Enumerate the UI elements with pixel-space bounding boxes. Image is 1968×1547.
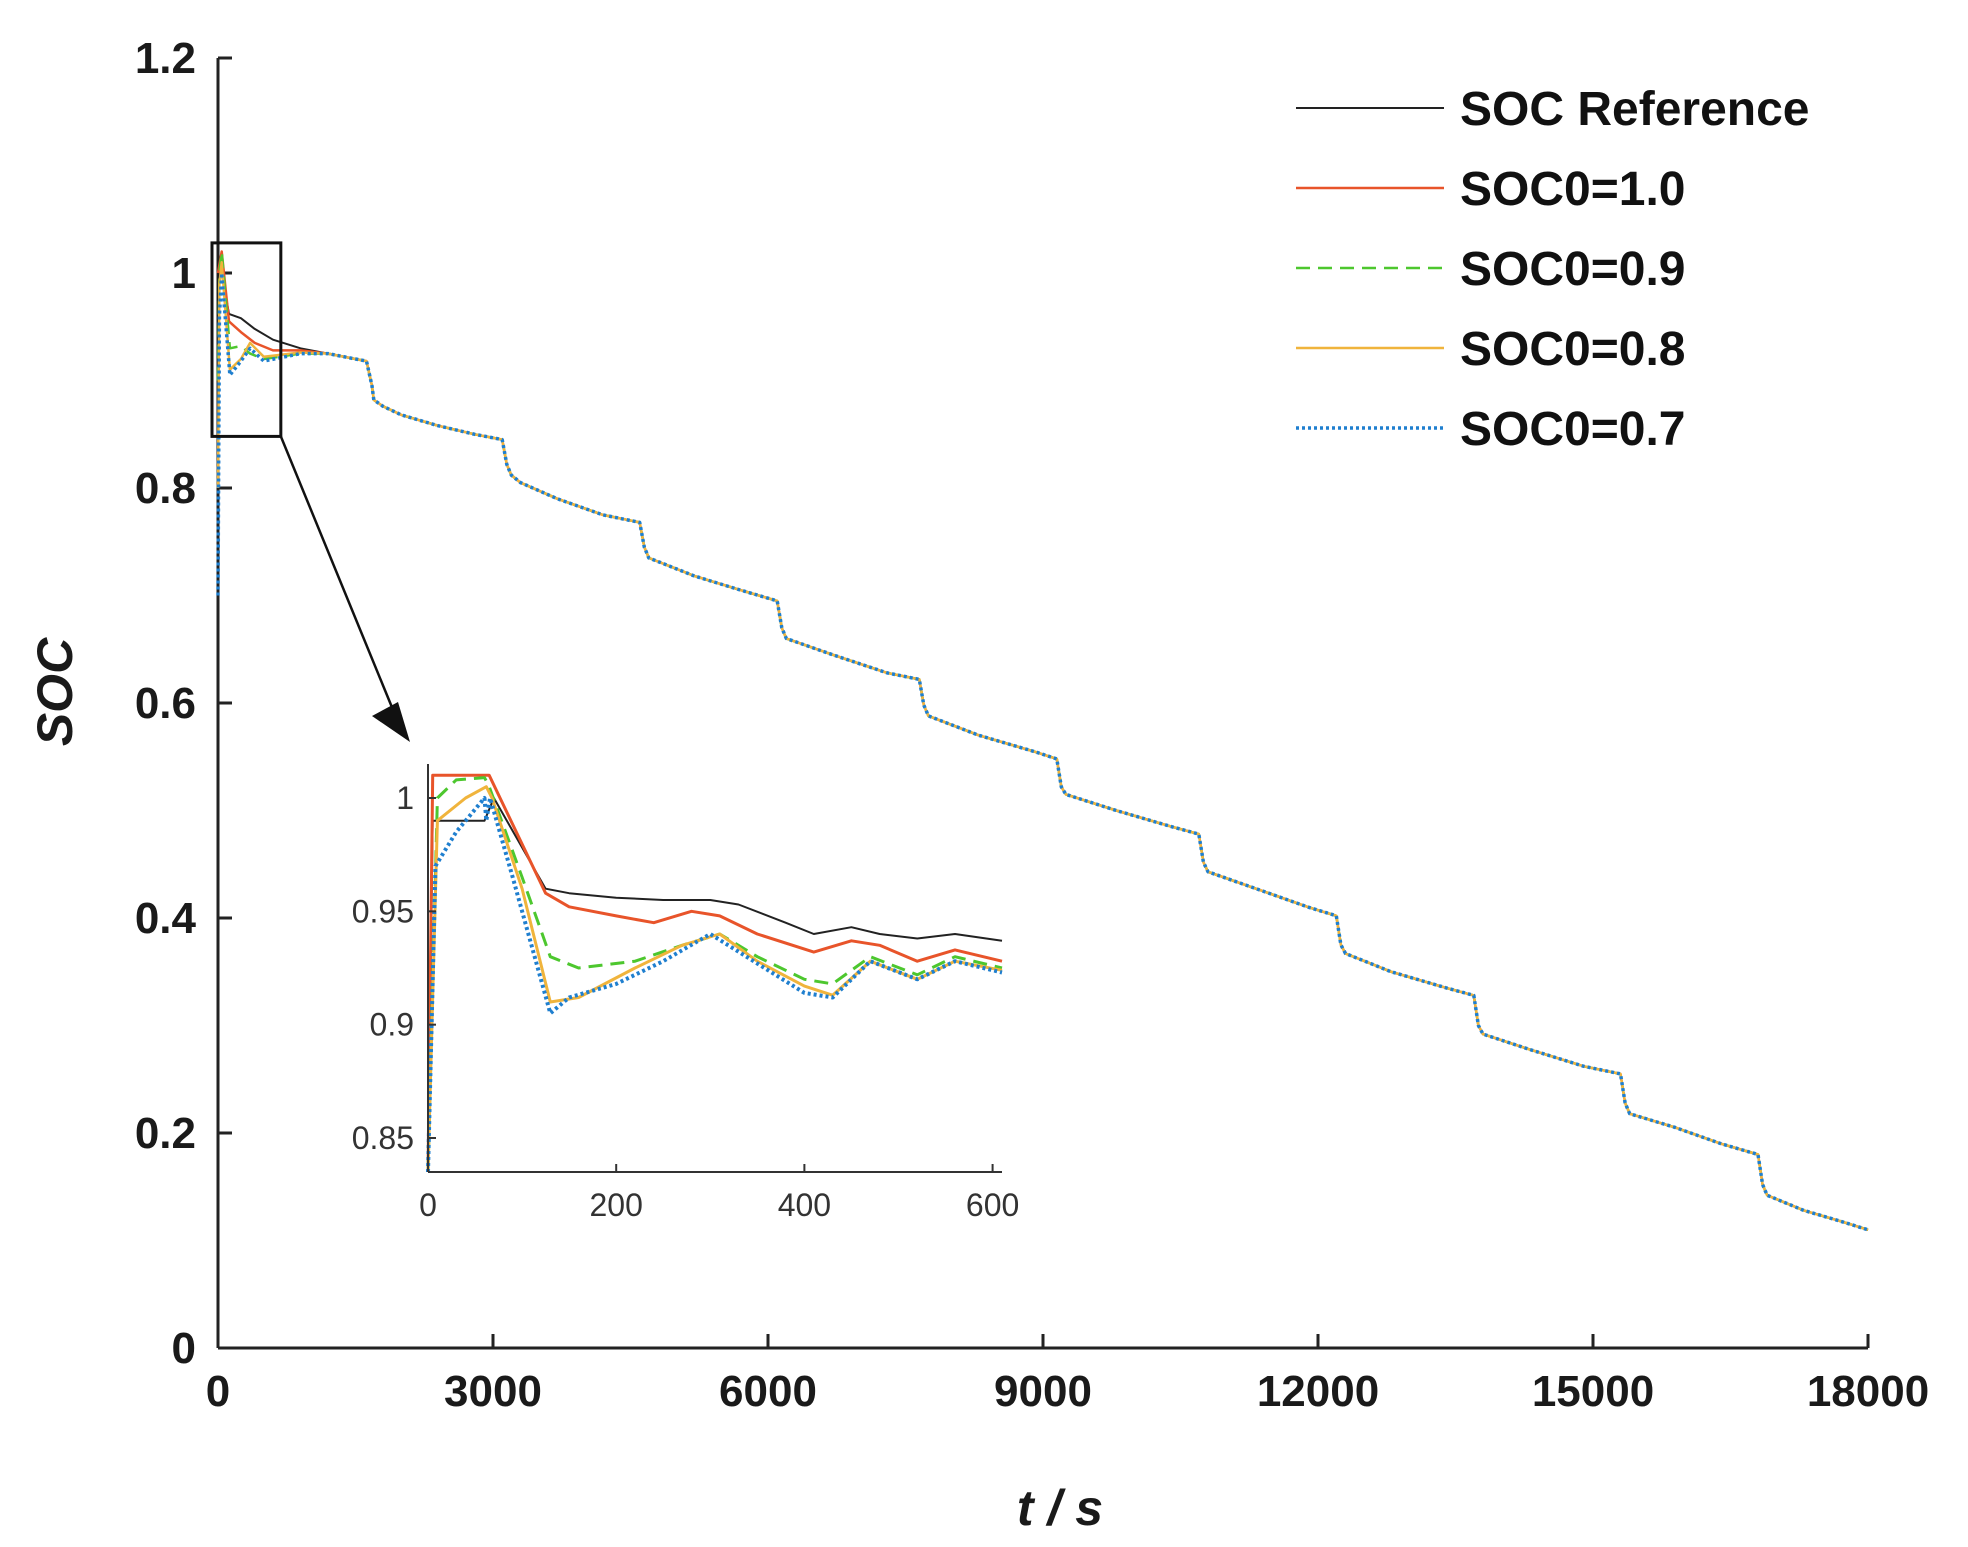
y-axis-title: SOC: [27, 637, 83, 746]
main-axes: 0 3000 6000 9000 12000 15000 1800000.20.40.60.…: [135, 34, 1929, 1416]
legend-label-s08: SOC0=0.8: [1460, 323, 1685, 376]
inset-y-tick-label: 1: [396, 780, 414, 816]
inset-x-tick-label: 600: [966, 1187, 1019, 1223]
inset-chart: 0 200 400 600 0.85 0.9 0.95 1: [352, 764, 1019, 1223]
series-line-s07: [216, 271, 1869, 1232]
y-tick-label: 0.2: [135, 1109, 196, 1158]
x-tick-label: 12000: [1257, 1367, 1379, 1416]
legend-label-s09: SOC0=0.9: [1460, 243, 1685, 296]
x-tick-label: 9000: [994, 1367, 1092, 1416]
inset-series-line-s07: [426, 796, 1003, 1173]
inset-series-line-s09: [426, 776, 1003, 1173]
inset-series: [426, 773, 1003, 1173]
inset-series-line-s10: [426, 773, 1003, 1173]
legend-label-s07: SOC0=0.7: [1460, 403, 1685, 456]
inset-y-tick-label: 0.95: [352, 893, 414, 929]
inset-axes: 0 200 400 600 0.85 0.9 0.95 1: [352, 764, 1019, 1223]
inset-x-tick-label: 200: [590, 1187, 643, 1223]
inset-x-tick-label: 0: [419, 1187, 437, 1223]
x-tick-label: 0: [206, 1367, 230, 1416]
x-axis-title: t / s: [1017, 1480, 1103, 1536]
x-tick-label: 15000: [1532, 1367, 1654, 1416]
x-tick-label: 18000: [1807, 1367, 1929, 1416]
y-tick-label: 0: [172, 1324, 196, 1373]
zoom-arrow: [279, 435, 400, 723]
x-tick-label: 6000: [719, 1367, 817, 1416]
inset-y-tick-label: 0.85: [352, 1120, 414, 1156]
y-tick-label: 0.6: [135, 679, 196, 728]
y-tick-label: 1.2: [135, 34, 196, 83]
y-tick-label: 0.4: [135, 894, 197, 943]
inset-background: [428, 764, 1002, 1172]
x-tick-label: 3000: [444, 1367, 542, 1416]
legend-label-ref: SOC Reference: [1460, 83, 1809, 136]
legend-label-s10: SOC0=1.0: [1460, 163, 1685, 216]
inset-x-tick-label: 400: [778, 1187, 831, 1223]
y-tick-label: 0.8: [135, 464, 196, 513]
legend: SOC Reference SOC0=1.0 SOC0=0.9 SOC0=0.8 SOC…: [1296, 83, 1809, 456]
y-tick-label: 1: [172, 249, 196, 298]
main-series: [216, 250, 1869, 1232]
inset-y-tick-label: 0.9: [370, 1007, 414, 1043]
zoom-box: [210, 241, 283, 438]
zoom-arrow-head: [372, 702, 410, 742]
